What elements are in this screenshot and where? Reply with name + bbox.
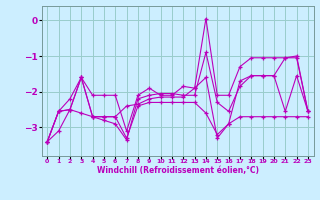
X-axis label: Windchill (Refroidissement éolien,°C): Windchill (Refroidissement éolien,°C) bbox=[97, 166, 259, 175]
